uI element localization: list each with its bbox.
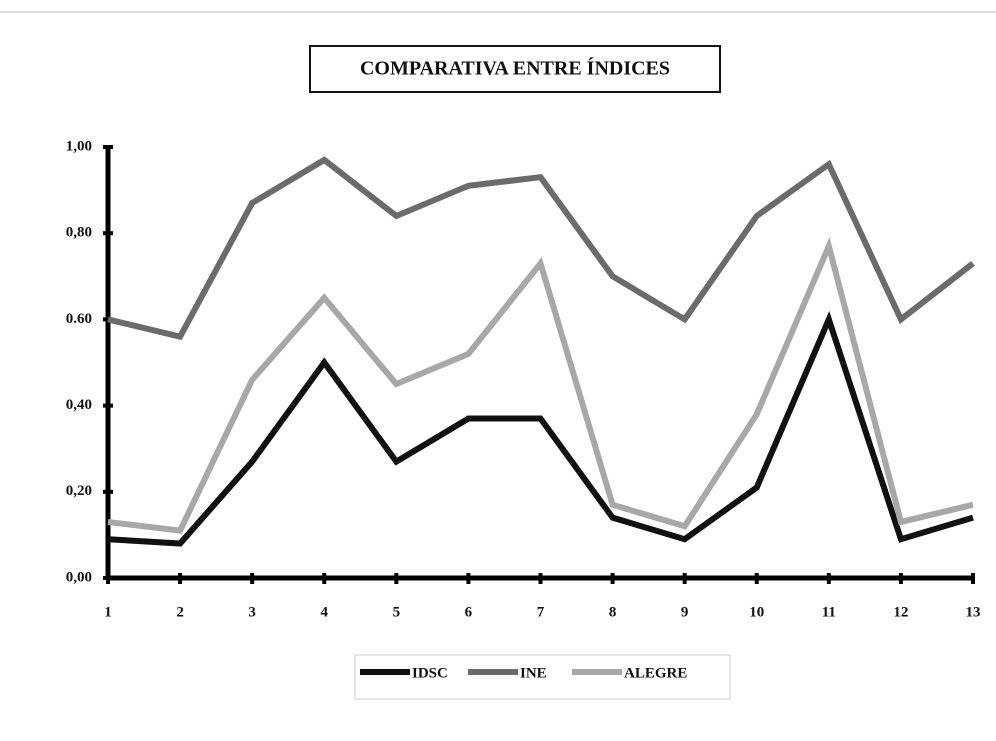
y-tick-label: 0.60 bbox=[66, 311, 92, 327]
x-tick-label: 1 bbox=[104, 604, 112, 620]
y-tick-label: 0,20 bbox=[66, 483, 92, 499]
legend-box bbox=[354, 654, 731, 700]
series-line bbox=[107, 156, 975, 341]
chart-title: COMPARATIVA ENTRE ÍNDICES bbox=[360, 57, 670, 80]
x-tick-label: 9 bbox=[681, 604, 689, 620]
x-tick-label: 5 bbox=[393, 604, 401, 620]
legend-label: ALEGRE bbox=[624, 665, 687, 681]
x-tick-label: 13 bbox=[966, 604, 981, 620]
x-tick-label: 2 bbox=[176, 604, 184, 620]
x-tick-label: 12 bbox=[893, 604, 908, 620]
y-tick-label: 1,00 bbox=[66, 138, 92, 154]
x-tick-label: 11 bbox=[822, 604, 836, 620]
x-tick-label: 6 bbox=[465, 604, 473, 620]
series-line bbox=[107, 236, 974, 534]
legend-label: INE bbox=[520, 665, 547, 681]
y-tick-label: 0,00 bbox=[66, 569, 92, 585]
y-tick-label: 0,80 bbox=[66, 225, 92, 241]
title-box bbox=[309, 45, 721, 93]
y-tick-label: 0,40 bbox=[66, 397, 92, 413]
x-tick-label: 4 bbox=[321, 604, 329, 620]
x-tick-label: 10 bbox=[749, 604, 764, 620]
x-tick-label: 3 bbox=[248, 604, 256, 620]
x-tick-label: 8 bbox=[609, 604, 617, 620]
x-tick-label: 7 bbox=[537, 604, 545, 620]
legend-label: IDSC bbox=[412, 665, 448, 681]
series-line bbox=[107, 310, 974, 547]
